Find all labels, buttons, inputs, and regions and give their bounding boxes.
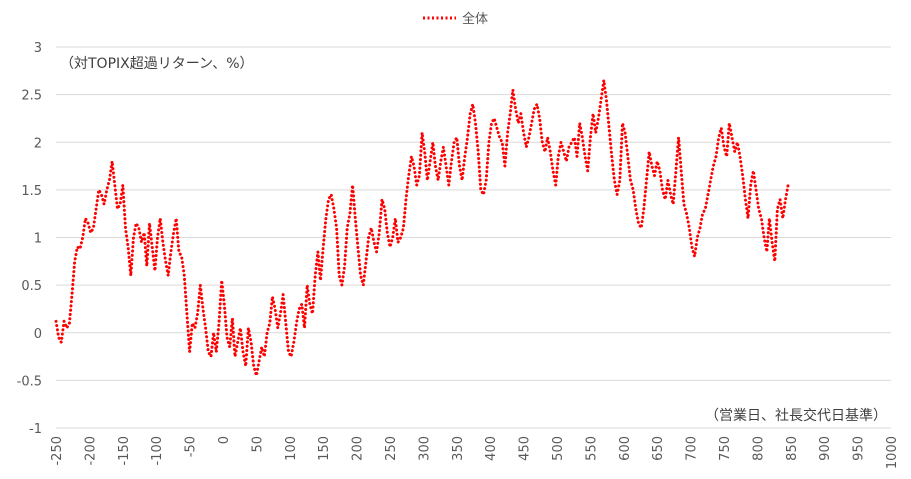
y-axis: -1 -0.5 0 0.5 1 1.5 2 2.5 3: [17, 41, 42, 437]
y-tick-label: 1.5: [21, 184, 42, 199]
x-axis: -250 -200 -150 -100 -50 0 50 100 150 200 250 300 350…: [50, 436, 900, 469]
x-tick-label: 150: [317, 436, 332, 461]
x-tick-label: 750: [718, 436, 733, 461]
x-tick-label: 1000: [885, 436, 900, 469]
y-tick-label: 0: [34, 327, 42, 342]
x-unit-note: （営業日、社長交代日基準）: [705, 407, 887, 424]
x-tick-label: -200: [83, 436, 98, 466]
x-tick-label: 50: [250, 436, 265, 453]
x-tick-label: 350: [451, 436, 466, 461]
x-tick-label: 650: [651, 436, 666, 461]
x-tick-label: 950: [852, 436, 867, 461]
x-tick-label: 500: [551, 436, 566, 461]
grid: [56, 46, 891, 429]
y-tick-label: 3: [34, 41, 42, 56]
x-tick-label: 0: [217, 436, 232, 444]
x-tick-label: -100: [150, 436, 165, 466]
x-tick-label: 700: [685, 436, 700, 461]
x-tick-label: 900: [818, 436, 833, 461]
y-tick-label: 0.5: [21, 279, 42, 294]
x-tick-label: -150: [117, 436, 132, 466]
y-tick-label: 2: [34, 136, 42, 151]
x-tick-label: 100: [284, 436, 299, 461]
legend: 全体: [423, 11, 488, 27]
x-tick-label: 550: [584, 436, 599, 461]
y-tick-label: 2.5: [21, 89, 42, 104]
legend-entry-label: 全体: [462, 11, 488, 27]
series-group: [54, 78, 790, 378]
y-tick-label: 1: [34, 232, 42, 247]
y-tick-label: -1: [29, 422, 42, 437]
x-tick-label: 400: [484, 436, 499, 461]
x-tick-label: 850: [785, 436, 800, 461]
x-tick-label: -250: [50, 436, 65, 466]
y-tick-label: -0.5: [17, 374, 42, 389]
x-tick-label: 600: [618, 436, 633, 461]
x-tick-label: -50: [184, 436, 199, 457]
x-tick-label: 250: [384, 436, 399, 461]
x-tick-label: 300: [417, 436, 432, 461]
x-tick-label: 200: [351, 436, 366, 461]
x-tick-label: 800: [751, 436, 766, 461]
y-unit-note: （対TOPIX超過リターン、%）: [60, 56, 254, 72]
x-tick-label: 450: [518, 436, 533, 461]
series-line: [54, 78, 790, 378]
